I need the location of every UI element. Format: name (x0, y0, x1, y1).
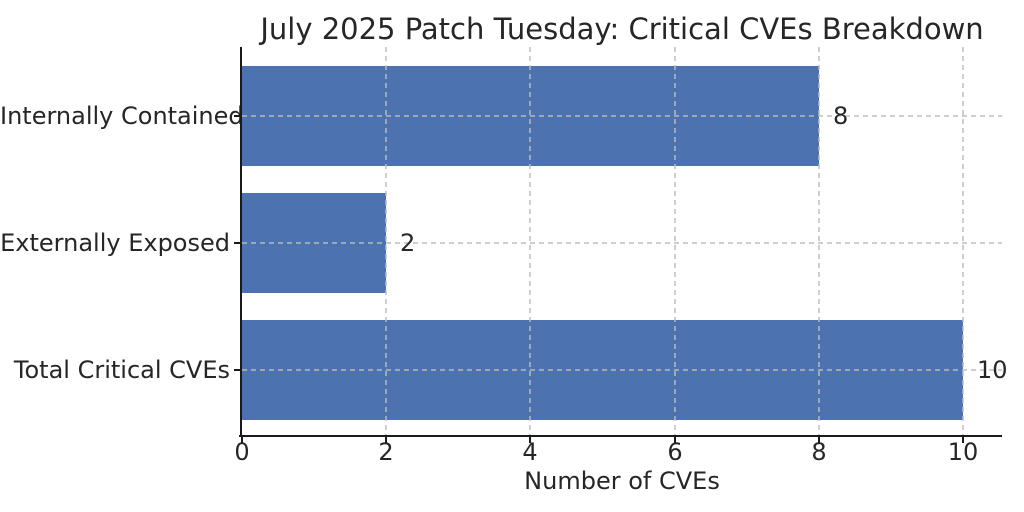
x-tick-label: 4 (522, 438, 538, 466)
y-tick-mark (234, 242, 240, 244)
category-label: Externally Exposed (0, 229, 230, 257)
category-label: Internally Contained (0, 102, 244, 130)
y-grid-line (242, 369, 1002, 371)
x-tick-mark (529, 437, 531, 443)
x-tick-mark (674, 437, 676, 443)
x-grid-line (385, 47, 387, 436)
x-axis-spine (239, 435, 1002, 437)
category-label: Total Critical CVEs (13, 356, 230, 384)
x-tick-mark (818, 437, 820, 443)
x-tick-label: 6 (667, 438, 683, 466)
y-grid-line (242, 242, 1002, 244)
y-axis-spine (240, 47, 242, 437)
chart-title: July 2025 Patch Tuesday: Critical CVEs B… (260, 12, 984, 46)
x-grid-line (529, 47, 531, 436)
plot-area (242, 47, 1002, 436)
x-tick-label: 2 (378, 438, 394, 466)
y-grid-line (242, 115, 1002, 117)
y-tick-mark (234, 369, 240, 371)
x-grid-line (962, 47, 964, 436)
x-tick-mark (962, 437, 964, 443)
bar-value-label: 2 (400, 229, 416, 257)
x-tick-mark (241, 437, 243, 443)
x-grid-line (674, 47, 676, 436)
x-tick-label: 8 (811, 438, 827, 466)
x-tick-mark (385, 437, 387, 443)
y-tick-mark (234, 115, 240, 117)
x-axis-label: Number of CVEs (524, 467, 720, 495)
x-tick-label: 0 (234, 438, 250, 466)
bar-value-label: 10 (977, 356, 1008, 384)
bar-value-label: 8 (833, 102, 849, 130)
x-grid-line (818, 47, 820, 436)
